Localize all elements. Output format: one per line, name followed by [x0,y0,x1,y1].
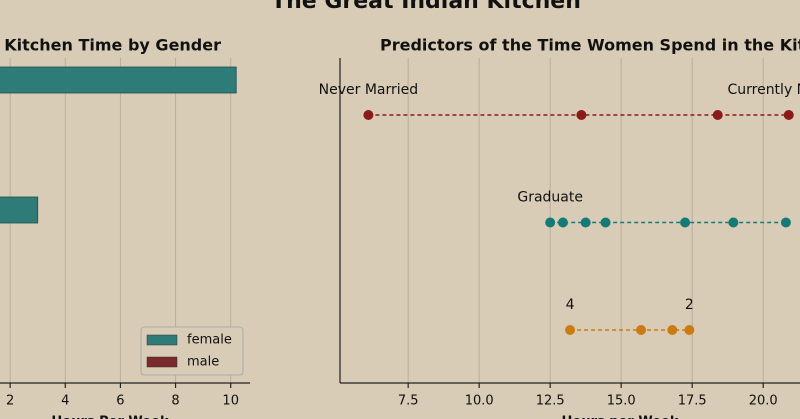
chart-title: Predictors of the Time Women Spend in th… [380,36,800,55]
x-tick-label: 6 [116,394,124,409]
dot [580,217,591,228]
dot [667,325,678,335]
x-axis-label: Hours Per Week [51,415,169,419]
x-tick-label: 8 [171,394,179,409]
point-label: 2 [685,297,694,313]
point-label: Never Married [319,82,419,98]
x-tick-label: 10.0 [465,394,494,409]
x-tick-label: 4 [61,394,69,409]
x-axis-label: Hours per Week [562,415,679,419]
dot [680,217,691,228]
page-title: The Great Indian Kitchen [271,0,581,14]
dot [576,110,587,120]
dot [636,325,647,335]
x-tick-label: 20.0 [749,394,778,409]
dot [600,217,611,228]
dot [712,110,723,120]
legend-label: female [187,333,232,348]
dot [728,217,739,228]
dot [363,110,374,120]
x-tick-label: 12.5 [536,394,565,409]
chart-title: Kitchen Time by Gender [4,36,221,55]
legend-label: male [187,355,219,370]
dot [557,217,568,228]
legend-swatch [146,334,178,346]
x-tick-label: 17.5 [678,394,707,409]
point-label: Graduate [517,190,583,206]
x-tick-label: 7.5 [398,394,419,409]
bar [0,196,39,224]
dot [783,110,794,120]
point-label: Currently Married [727,82,800,98]
point-label: 4 [566,297,575,313]
dot [545,217,556,228]
x-tick-label: 2 [6,394,14,409]
legend-swatch [146,356,178,368]
dot [684,325,695,335]
dot [565,325,576,335]
x-tick-label: 15.0 [607,394,636,409]
x-tick-label: 10 [222,394,239,409]
bar [0,66,237,94]
dot [780,217,791,228]
